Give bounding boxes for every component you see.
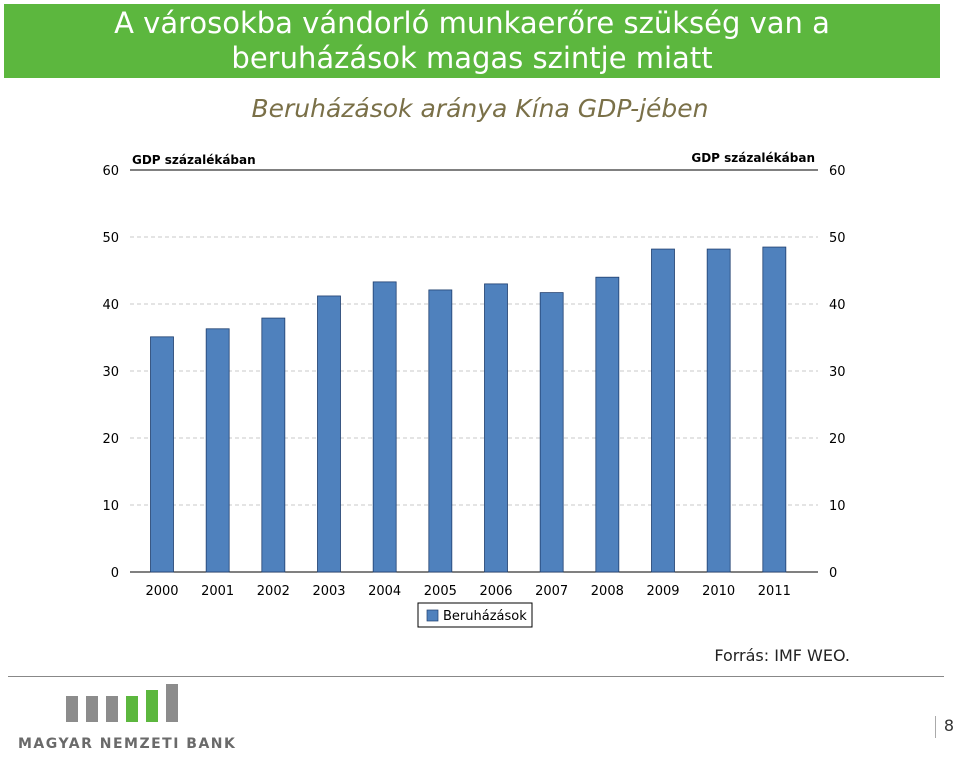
bar xyxy=(539,292,564,573)
y-tick-label-left: 30 xyxy=(102,365,119,380)
y-tick-label-right: 60 xyxy=(829,164,846,179)
y-axis-left-unit: GDP százalékában xyxy=(132,153,256,167)
bar xyxy=(651,248,675,573)
y-tick-label-right: 30 xyxy=(829,365,846,380)
legend: Beruházások xyxy=(417,602,533,628)
legend-label: Beruházások xyxy=(443,609,527,624)
y-axis-right-unit: GDP százalékában xyxy=(691,151,815,165)
bar xyxy=(205,328,230,573)
bars xyxy=(150,246,787,573)
mnb-logo-icon xyxy=(66,684,178,722)
bar xyxy=(706,248,731,573)
bar-chart: 0 10 20 30 40 50 60 0 10 20 30 40 50 60 2000 2001 2002… xyxy=(102,151,846,628)
x-tick-label: 2005 xyxy=(424,584,457,599)
legend-swatch xyxy=(426,609,439,622)
x-tick-label: 2004 xyxy=(368,584,401,599)
x-tick-label: 2010 xyxy=(702,584,735,599)
x-tick-label: 2001 xyxy=(201,584,234,599)
bar xyxy=(595,276,620,573)
page-number: 8 xyxy=(934,716,954,738)
y-tick-label-left: 40 xyxy=(102,298,119,313)
y-tick-label-left: 60 xyxy=(102,164,119,179)
x-tick-label: 2003 xyxy=(312,584,345,599)
slide-title-line1: A városokba vándorló munkaerőre szükség … xyxy=(114,6,830,40)
y-tick-label-right: 20 xyxy=(829,432,846,447)
bar xyxy=(372,281,397,573)
y-tick-label-right: 40 xyxy=(829,298,846,313)
logo-text: MAGYAR NEMZETI BANK xyxy=(18,736,237,752)
source-note: Forrás: IMF WEO. xyxy=(714,646,850,665)
slide-title-line2: beruházások magas szintje miatt xyxy=(231,41,713,75)
x-tick-label: 2000 xyxy=(145,584,178,599)
x-tick-label: 2002 xyxy=(257,584,290,599)
bar xyxy=(484,283,508,573)
bar xyxy=(762,246,787,573)
chart-title: Beruházások aránya Kína GDP-jében xyxy=(251,94,709,123)
bar xyxy=(428,289,453,573)
x-axis-labels: 2000 2001 2002 2003 2004 2005 2006 2007 2008 2009… xyxy=(145,584,790,599)
bar xyxy=(317,295,341,573)
y-tick-label-right: 50 xyxy=(829,231,846,246)
y-axis-left: 0 10 20 30 40 50 60 xyxy=(102,164,119,581)
x-tick-label: 2007 xyxy=(535,584,568,599)
y-tick-label-left: 10 xyxy=(102,499,119,514)
footer-divider xyxy=(8,676,944,677)
y-tick-label-right: 0 xyxy=(829,566,837,581)
bar xyxy=(261,317,286,573)
y-tick-label-left: 20 xyxy=(102,432,119,447)
x-tick-label: 2006 xyxy=(479,584,512,599)
y-axis-right: 0 10 20 30 40 50 60 xyxy=(829,164,846,581)
y-tick-label-left: 50 xyxy=(102,231,119,246)
bar xyxy=(150,336,174,573)
y-tick-label-left: 0 xyxy=(111,566,119,581)
title-bar: A városokba vándorló munkaerőre szükség … xyxy=(4,4,940,78)
grid-lines xyxy=(130,169,818,573)
slide-title: A városokba vándorló munkaerőre szükség … xyxy=(4,6,940,76)
x-tick-label: 2008 xyxy=(591,584,624,599)
x-tick-label: 2011 xyxy=(758,584,791,599)
x-tick-label: 2009 xyxy=(646,584,679,599)
y-tick-label-right: 10 xyxy=(829,499,846,514)
